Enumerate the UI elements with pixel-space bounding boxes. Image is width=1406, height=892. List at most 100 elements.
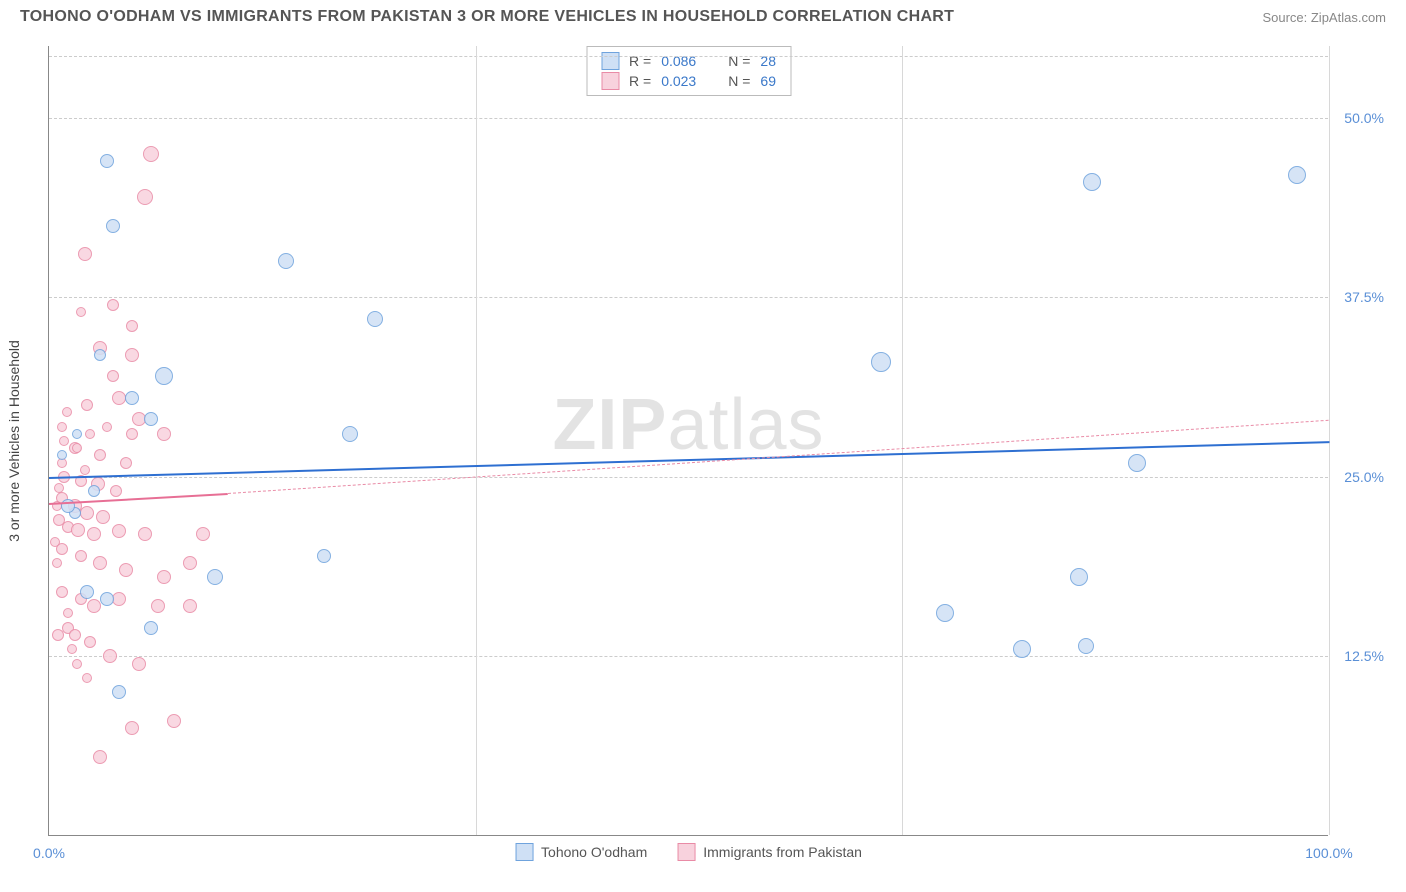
scatter-point-b	[72, 659, 82, 669]
scatter-point-b	[119, 563, 133, 577]
y-tick-label: 50.0%	[1344, 110, 1384, 126]
scatter-point-b	[76, 307, 86, 317]
scatter-point-a	[144, 621, 158, 635]
scatter-point-b	[80, 465, 90, 475]
scatter-point-b	[93, 750, 107, 764]
scatter-point-b	[132, 657, 146, 671]
stats-row-a: R = 0.086 N = 28	[601, 51, 776, 71]
swatch-series-a	[601, 52, 619, 70]
gridline-v	[1329, 46, 1330, 835]
gridline-h	[49, 656, 1328, 657]
scatter-point-a	[72, 429, 82, 439]
scatter-point-b	[78, 247, 92, 261]
scatter-point-b	[120, 457, 132, 469]
scatter-point-b	[71, 523, 85, 537]
gridline-v	[902, 46, 903, 835]
scatter-point-b	[84, 636, 96, 648]
scatter-point-b	[137, 189, 153, 205]
scatter-point-a	[1070, 568, 1088, 586]
scatter-point-b	[125, 348, 139, 362]
gridline-v	[476, 46, 477, 835]
gridline-h	[49, 297, 1328, 298]
scatter-point-a	[100, 592, 114, 606]
scatter-point-b	[196, 527, 210, 541]
scatter-point-b	[52, 629, 64, 641]
gridline-h	[49, 56, 1328, 57]
y-axis-label: 3 or more Vehicles in Household	[6, 340, 22, 542]
scatter-point-b	[107, 370, 119, 382]
scatter-point-b	[96, 510, 110, 524]
scatter-point-b	[110, 485, 122, 497]
scatter-point-b	[157, 427, 171, 441]
scatter-point-a	[100, 154, 114, 168]
scatter-point-b	[157, 570, 171, 584]
scatter-point-b	[63, 608, 73, 618]
scatter-point-a	[1288, 166, 1306, 184]
scatter-point-b	[126, 320, 138, 332]
scatter-point-b	[85, 429, 95, 439]
trend-line	[228, 419, 1329, 493]
scatter-point-a	[1083, 173, 1101, 191]
scatter-point-b	[72, 443, 82, 453]
scatter-point-b	[81, 399, 93, 411]
correlation-chart: 3 or more Vehicles in Household ZIPatlas…	[48, 46, 1388, 836]
scatter-point-b	[62, 407, 72, 417]
scatter-point-a	[125, 391, 139, 405]
scatter-point-a	[1013, 640, 1031, 658]
scatter-point-a	[112, 685, 126, 699]
scatter-point-b	[102, 422, 112, 432]
scatter-point-a	[367, 311, 383, 327]
scatter-point-b	[67, 644, 77, 654]
scatter-point-b	[69, 629, 81, 641]
scatter-point-b	[50, 537, 60, 547]
gridline-h	[49, 118, 1328, 119]
scatter-point-b	[103, 649, 117, 663]
scatter-point-b	[57, 422, 67, 432]
scatter-point-b	[87, 599, 101, 613]
scatter-point-a	[1078, 638, 1094, 654]
scatter-point-a	[871, 352, 891, 372]
source-label: Source: ZipAtlas.com	[1262, 10, 1386, 25]
scatter-point-b	[143, 146, 159, 162]
scatter-point-b	[126, 428, 138, 440]
watermark: ZIPatlas	[552, 384, 824, 466]
scatter-point-b	[125, 721, 139, 735]
scatter-point-a	[278, 253, 294, 269]
scatter-point-b	[167, 714, 181, 728]
stats-legend: R = 0.086 N = 28 R = 0.023 N = 69	[586, 46, 791, 96]
swatch-b-icon	[677, 843, 695, 861]
scatter-point-b	[52, 558, 62, 568]
plot-area: ZIPatlas R = 0.086 N = 28 R = 0.023 N = …	[48, 46, 1328, 836]
scatter-point-a	[144, 412, 158, 426]
scatter-point-a	[57, 450, 67, 460]
scatter-point-b	[107, 299, 119, 311]
scatter-point-b	[56, 586, 68, 598]
scatter-point-a	[342, 426, 358, 442]
scatter-point-a	[936, 604, 954, 622]
swatch-a-icon	[515, 843, 533, 861]
y-tick-label: 25.0%	[1344, 469, 1384, 485]
scatter-point-a	[94, 349, 106, 361]
y-tick-label: 37.5%	[1344, 289, 1384, 305]
scatter-point-a	[1128, 454, 1146, 472]
gridline-h	[49, 477, 1328, 478]
page-title: TOHONO O'ODHAM VS IMMIGRANTS FROM PAKIST…	[20, 8, 954, 26]
scatter-point-b	[112, 524, 126, 538]
scatter-point-b	[59, 436, 69, 446]
scatter-point-a	[80, 585, 94, 599]
scatter-point-b	[54, 483, 64, 493]
scatter-point-b	[93, 556, 107, 570]
swatch-series-b	[601, 72, 619, 90]
scatter-point-b	[151, 599, 165, 613]
scatter-point-a	[317, 549, 331, 563]
scatter-point-b	[87, 527, 101, 541]
scatter-point-a	[106, 219, 120, 233]
scatter-point-a	[207, 569, 223, 585]
y-tick-label: 12.5%	[1344, 648, 1384, 664]
series-legend: Tohono O'odham Immigrants from Pakistan	[515, 843, 862, 861]
scatter-point-b	[82, 673, 92, 683]
scatter-point-b	[75, 550, 87, 562]
legend-item-b: Immigrants from Pakistan	[677, 843, 862, 861]
scatter-point-a	[88, 485, 100, 497]
x-tick-label: 0.0%	[33, 845, 65, 861]
